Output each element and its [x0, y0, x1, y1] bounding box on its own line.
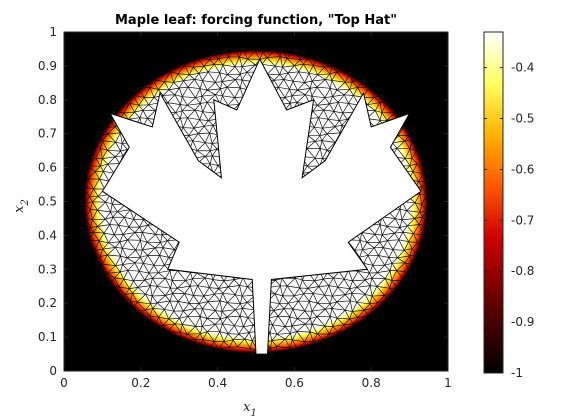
x-tick-label: 0.6: [285, 376, 304, 390]
y-tick-label: 0.7: [38, 127, 57, 141]
colorbar-tick-label: -1: [511, 366, 523, 380]
x-tick-label: 0.8: [362, 376, 381, 390]
colorbar-tick-label: -0.4: [511, 61, 534, 75]
chart-title: Maple leaf: forcing function, "Top Hat": [115, 13, 397, 28]
y-tick-label: 0.8: [38, 93, 57, 107]
colorbar-tick-label: -0.9: [511, 315, 534, 329]
y-tick-label: 0.5: [38, 195, 57, 209]
plot-area: [64, 32, 448, 371]
y-tick-label: 0.2: [38, 296, 57, 310]
colorbar-tick-label: -0.6: [511, 162, 534, 176]
x-tick-label: 1: [444, 376, 452, 390]
y-tick-label: 1: [49, 25, 57, 39]
y-tick-label: 0.1: [38, 330, 57, 344]
x-tick-label: 0.2: [131, 376, 150, 390]
y-tick-label: 0.3: [38, 262, 57, 276]
x-tick-label: 0: [60, 376, 68, 390]
y-tick-label: 0.4: [38, 228, 57, 242]
x-axis-label: x1: [243, 400, 257, 419]
colorbar-tick-label: -0.5: [511, 112, 534, 126]
y-tick-label: 0: [49, 364, 57, 378]
colorbar-tick-label: -0.8: [511, 264, 534, 278]
y-axis-label: x2: [12, 199, 31, 213]
y-tick-label: 0.6: [38, 161, 57, 175]
y-tick-label: 0.9: [38, 59, 57, 73]
colorbar: -1 -0.9 -0.8 -0.7 -0.6 -0.5 -0.4: [484, 32, 534, 380]
x-tick-label: 0.4: [208, 376, 227, 390]
colorbar-tick-label: -0.7: [511, 213, 534, 227]
